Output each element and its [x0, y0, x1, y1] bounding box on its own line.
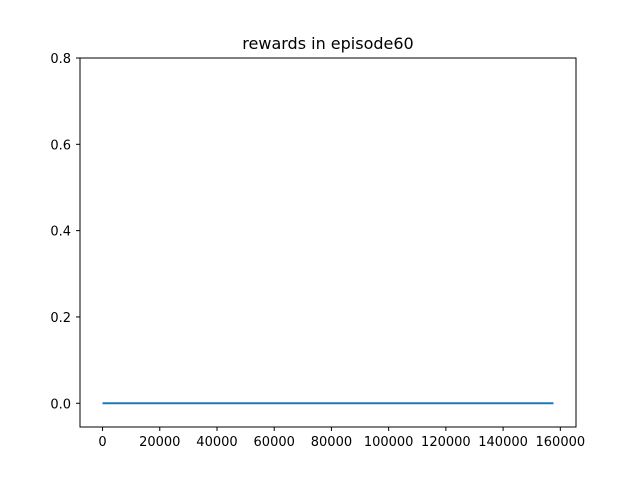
x-tick-label: 100000 [364, 435, 414, 450]
x-axis: 0 20000 40000 60000 80000 100000 120000 140000 1… [98, 427, 585, 450]
x-tick-label: 0 [98, 435, 106, 450]
chart-title: rewards in episode60 [242, 34, 413, 53]
y-tick-label: 0.0 [50, 397, 71, 412]
x-tick-label: 20000 [139, 435, 180, 450]
x-tick-label: 140000 [478, 435, 528, 450]
x-tick-label: 40000 [196, 435, 237, 450]
y-tick-label: 0.4 [50, 225, 71, 240]
y-tick-label: 0.2 [50, 311, 71, 326]
x-tick-label: 120000 [421, 435, 471, 450]
y-tick-label: 0.8 [50, 52, 71, 67]
plot-area [79, 57, 577, 428]
x-tick-label: 60000 [254, 435, 295, 450]
y-tick-label: 0.6 [50, 138, 71, 153]
x-tick-label: 160000 [536, 435, 586, 450]
y-axis: 0.0 0.2 0.4 0.6 0.8 [50, 52, 80, 412]
x-tick-label: 80000 [311, 435, 352, 450]
